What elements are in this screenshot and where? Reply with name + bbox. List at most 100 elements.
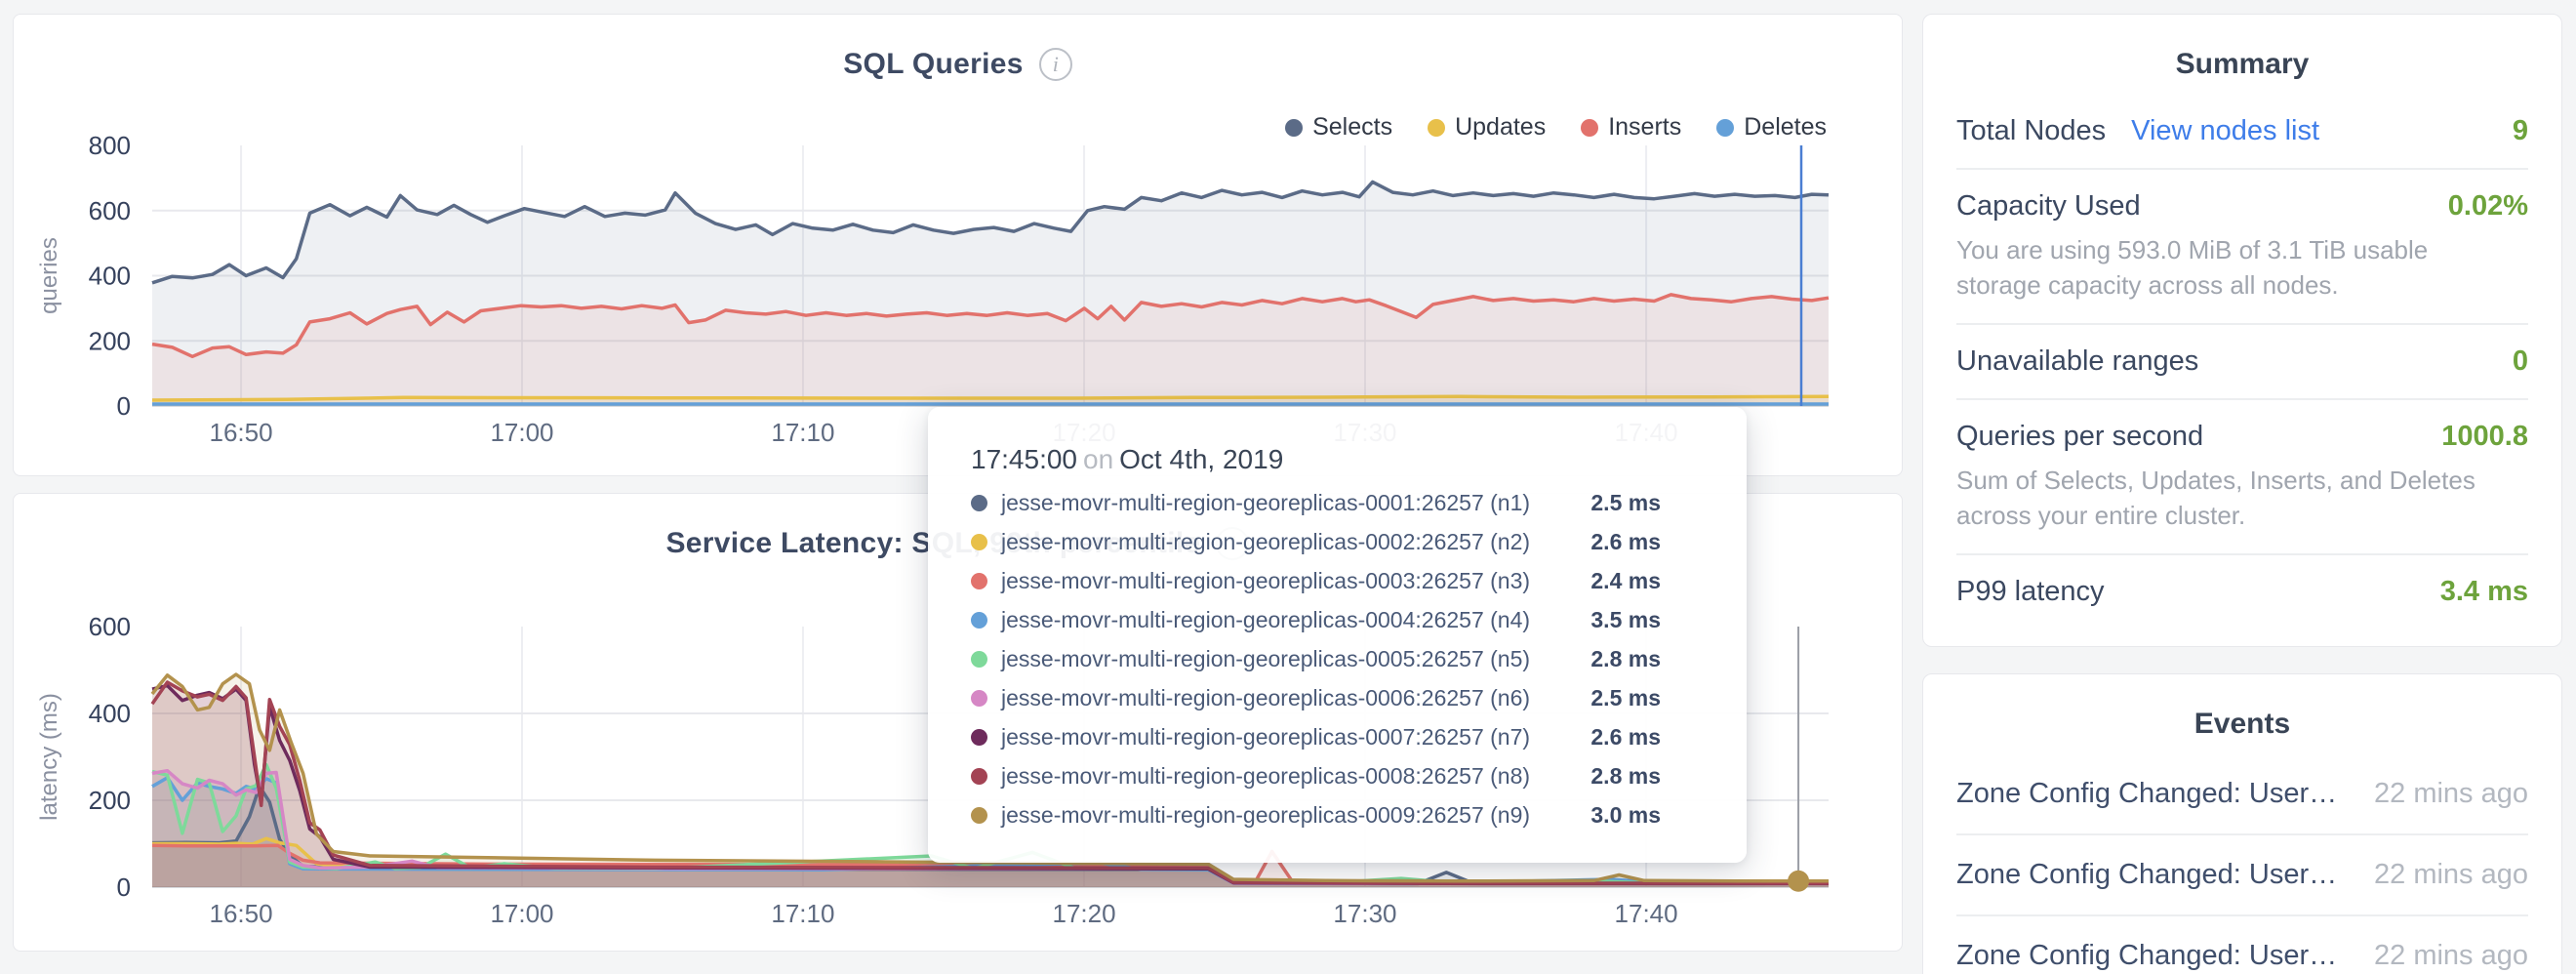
event-row[interactable]: Zone Config Changed: User… 22 mins ago <box>1956 916 2528 974</box>
node-color-dot-icon <box>971 767 987 785</box>
node-color-dot-icon <box>971 533 987 550</box>
unavailable-ranges-label: Unavailable ranges <box>1956 345 2199 377</box>
legend-item-deletes: Deletes <box>1716 113 1827 142</box>
series-area-inserts <box>152 294 1829 406</box>
node-latency-value: 2.5 ms <box>1590 684 1661 710</box>
x-axis-tick: 16:50 <box>210 899 273 928</box>
node-latency-value: 2.4 ms <box>1590 567 1661 593</box>
node-name: jesse-movr-multi-region-georeplicas-0005… <box>1001 645 1531 671</box>
node-color-dot-icon <box>971 572 987 589</box>
hover-point-marker <box>1788 870 1810 892</box>
y-axis-tick: 0 <box>117 873 131 902</box>
legend-label: Selects <box>1312 113 1393 141</box>
y-axis-tick: 400 <box>89 699 131 728</box>
tooltip-time: 17:45:00 <box>971 444 1077 474</box>
node-latency-value: 2.6 ms <box>1590 723 1661 750</box>
node-name: jesse-movr-multi-region-georeplicas-0009… <box>1001 801 1531 828</box>
queries-per-second-label: Queries per second <box>1956 421 2204 452</box>
node-latency-value: 2.8 ms <box>1590 645 1661 671</box>
event-label: Zone Config Changed: User… <box>1956 778 2338 809</box>
tooltip-node-row: jesse-movr-multi-region-georeplicas-0004… <box>971 600 1661 639</box>
events-card: Events Zone Config Changed: User… 22 mins… <box>1922 673 2562 974</box>
node-name: jesse-movr-multi-region-georeplicas-0004… <box>1001 606 1531 632</box>
x-axis-tick: 17:10 <box>771 418 834 447</box>
event-label: Zone Config Changed: User… <box>1956 859 2338 890</box>
tooltip-timestamp: 17:45:00 on Oct 4th, 2019 <box>971 440 1747 479</box>
divider <box>1956 553 2528 555</box>
capacity-used-value: 0.02% <box>2447 190 2528 222</box>
legend-dot-icon <box>1428 118 1446 137</box>
node-color-dot-icon <box>971 806 987 824</box>
events-title: Events <box>2194 708 2291 740</box>
node-name: jesse-movr-multi-region-georeplicas-0001… <box>1001 489 1531 515</box>
event-time: 22 mins ago <box>2374 778 2528 809</box>
x-axis-tick: 17:00 <box>490 899 553 928</box>
y-axis-tick: 400 <box>89 262 131 291</box>
node-latency-value: 2.6 ms <box>1590 528 1661 554</box>
series-line-selects <box>151 180 1830 285</box>
node-color-dot-icon <box>971 611 987 629</box>
y-axis-tick: 200 <box>89 326 131 355</box>
series-line-updates <box>151 394 1830 402</box>
node-color-dot-icon <box>971 494 987 511</box>
series-area-selects <box>152 182 1829 406</box>
series-area-n6 <box>152 770 1829 887</box>
tooltip-node-row: jesse-movr-multi-region-georeplicas-0001… <box>971 483 1661 522</box>
sql-queries-panel: SQL Queries i Selects Updates Inserts Delet… <box>13 14 1903 476</box>
info-icon[interactable]: i <box>1038 48 1072 81</box>
x-axis-tick: 16:50 <box>210 418 273 447</box>
divider <box>1956 398 2528 400</box>
node-name: jesse-movr-multi-region-georeplicas-0006… <box>1001 684 1531 710</box>
x-axis-tick: 17:00 <box>490 418 553 447</box>
sql-queries-chart[interactable]: 16:5017:0017:1017:2017:3017:400200400600… <box>14 15 1904 477</box>
tooltip-node-row: jesse-movr-multi-region-georeplicas-0005… <box>971 639 1661 678</box>
divider <box>1956 323 2528 325</box>
queries-per-second-description: Sum of Selects, Updates, Inserts, and De… <box>1956 466 2475 530</box>
sql-queries-legend: Selects Updates Inserts Deletes <box>1285 113 1827 142</box>
node-name: jesse-movr-multi-region-georeplicas-0007… <box>1001 723 1531 750</box>
tooltip-node-row: jesse-movr-multi-region-georeplicas-0009… <box>971 795 1661 834</box>
capacity-used-label: Capacity Used <box>1956 190 2141 222</box>
series-line-n9 <box>150 672 1829 883</box>
series-area-n1 <box>152 786 1829 887</box>
p99-latency-value: 3.4 ms <box>2439 576 2528 607</box>
y-axis-tick: 600 <box>89 196 131 225</box>
event-row[interactable]: Zone Config Changed: User… 22 mins ago <box>1956 835 2528 914</box>
tooltip-node-row: jesse-movr-multi-region-georeplicas-0006… <box>971 678 1661 717</box>
queries-per-second-value: 1000.8 <box>2441 421 2528 452</box>
y-axis-tick: 0 <box>117 391 131 421</box>
x-axis-tick: 17:10 <box>771 899 834 928</box>
node-latency-value: 2.5 ms <box>1590 489 1661 515</box>
tooltip-date: Oct 4th, 2019 <box>1119 444 1284 474</box>
event-row[interactable]: Zone Config Changed: User… 22 mins ago <box>1956 754 2528 833</box>
divider <box>1956 168 2528 170</box>
y-axis-label: queries <box>36 237 62 314</box>
series-line-n8 <box>150 680 1829 885</box>
event-time: 22 mins ago <box>2374 940 2528 971</box>
sql-queries-title: SQL Queries <box>843 48 1024 80</box>
legend-item-inserts: Inserts <box>1581 113 1681 142</box>
view-nodes-list-link[interactable]: View nodes list <box>2131 115 2320 146</box>
total-nodes-value: 9 <box>2512 115 2528 146</box>
node-color-dot-icon <box>971 689 987 707</box>
node-latency-value: 2.8 ms <box>1590 762 1661 789</box>
node-name: jesse-movr-multi-region-georeplicas-0002… <box>1001 528 1531 554</box>
legend-label: Updates <box>1455 113 1547 141</box>
events-list: Zone Config Changed: User… 22 mins ago Zon… <box>1956 754 2528 974</box>
summary-card: Summary Total Nodes View nodes list 9 Ca… <box>1922 14 2562 647</box>
tooltip-node-row: jesse-movr-multi-region-georeplicas-0002… <box>971 522 1661 561</box>
y-axis-label: latency (ms) <box>36 693 62 821</box>
legend-label: Deletes <box>1744 113 1827 141</box>
legend-label: Inserts <box>1608 113 1682 141</box>
unavailable-ranges-value: 0 <box>2512 345 2528 377</box>
legend-dot-icon <box>1285 118 1304 137</box>
node-latency-value: 3.0 ms <box>1590 801 1661 828</box>
legend-dot-icon <box>1581 118 1599 137</box>
x-axis-tick: 17:20 <box>1052 899 1115 928</box>
tooltip-node-row: jesse-movr-multi-region-georeplicas-0008… <box>971 756 1661 795</box>
p99-latency-label: P99 latency <box>1956 576 2105 607</box>
legend-item-selects: Selects <box>1285 113 1392 142</box>
tooltip-node-row: jesse-movr-multi-region-georeplicas-0007… <box>971 717 1661 756</box>
series-line-inserts <box>151 293 1830 359</box>
x-axis-tick: 17:30 <box>1333 899 1396 928</box>
